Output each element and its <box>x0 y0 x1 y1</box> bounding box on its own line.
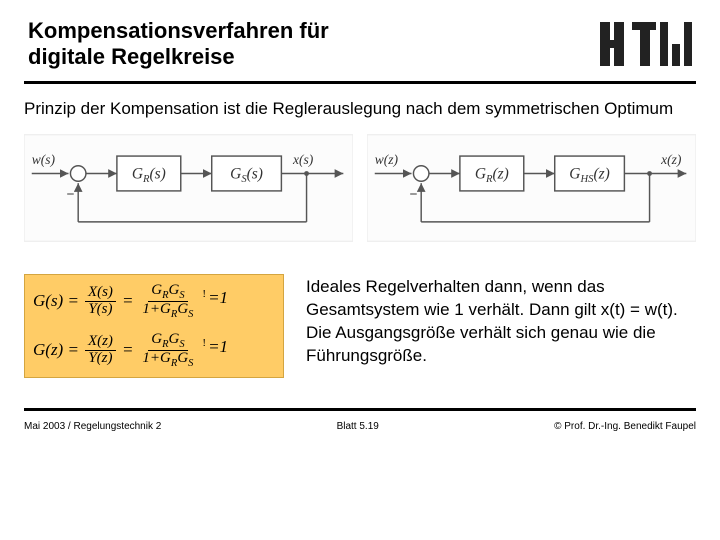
eq2-eqsym: = <box>122 340 133 360</box>
diagram-z: w(z)−GR(z)GHS(z)x(z) <box>367 133 696 248</box>
footer-center: Blatt 5.19 <box>337 421 379 432</box>
eq1-frac1: X(s) Y(s) <box>85 285 116 318</box>
svg-text:GS(s): GS(s) <box>230 165 263 185</box>
htw-logo <box>600 22 692 66</box>
svg-text:GR(s): GR(s) <box>132 165 166 185</box>
svg-text:−: − <box>410 186 418 201</box>
diagram-s: w(s) − GR(s) GS(s) x(s) <box>24 133 353 248</box>
header: Kompensationsverfahren für digitale Rege… <box>0 0 720 79</box>
page-title: Kompensationsverfahren für digitale Rege… <box>28 18 329 71</box>
svg-text:x(s): x(s) <box>292 152 314 168</box>
header-divider <box>24 81 696 84</box>
block-diagrams: w(s)−GR(s)GS(s)x(s) w(z)−GR(z)GHS(z)x(z) <box>0 129 720 256</box>
eq2-frac2: GRGS 1+GRGS <box>139 332 196 369</box>
description-text: Ideales Regelverhalten dann, wenn das Ge… <box>306 274 696 368</box>
eq2-frac1: X(z) Y(z) <box>85 334 116 367</box>
intro-text: Prinzip der Kompensation ist die Reglera… <box>0 94 720 129</box>
footer-left: Mai 2003 / Regelungstechnik 2 <box>24 421 161 432</box>
eq1-tail: ! =1 <box>202 288 228 314</box>
eq1-frac2: GRGS 1+GRGS <box>139 283 196 320</box>
svg-text:GR(z): GR(z) <box>475 165 509 185</box>
svg-text:w(z): w(z) <box>375 152 399 168</box>
equation-block: G(s) = X(s) Y(s) = GRGS 1+GRGS ! =1 G(z)… <box>24 274 284 378</box>
eq2-tail: ! =1 <box>202 337 228 363</box>
svg-text:x(z): x(z) <box>660 152 682 168</box>
title-line1: Kompensationsverfahren für <box>28 18 329 43</box>
title-line2: digitale Regelkreise <box>28 44 235 69</box>
eq2-lhs: G(z) = <box>33 340 79 360</box>
svg-text:−: − <box>67 186 75 201</box>
svg-text:w(s): w(s) <box>32 152 56 168</box>
eq1-eqsym: = <box>122 291 133 311</box>
eq1-lhs: G(s) = <box>33 291 79 311</box>
footer-right: © Prof. Dr.-Ing. Benedikt Faupel <box>554 421 696 432</box>
equation-and-description: G(s) = X(s) Y(s) = GRGS 1+GRGS ! =1 G(z)… <box>0 256 720 386</box>
footer: Mai 2003 / Regelungstechnik 2 Blatt 5.19… <box>0 411 720 432</box>
equation-gs: G(s) = X(s) Y(s) = GRGS 1+GRGS ! =1 <box>33 283 275 320</box>
equation-gz: G(z) = X(z) Y(z) = GRGS 1+GRGS ! =1 <box>33 332 275 369</box>
